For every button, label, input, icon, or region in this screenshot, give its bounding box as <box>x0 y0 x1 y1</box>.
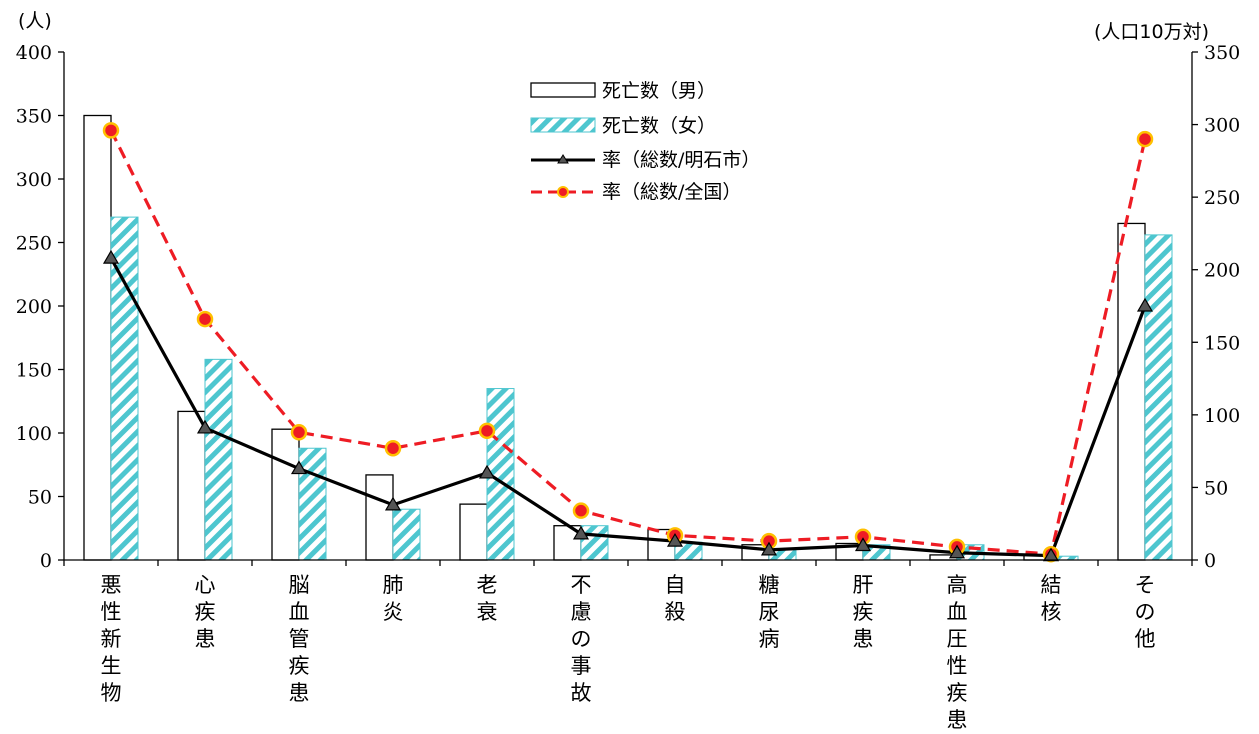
point-akashi <box>666 532 684 547</box>
point-akashi <box>290 460 308 475</box>
bar-female <box>298 447 327 561</box>
category-label: 自殺 <box>665 573 686 624</box>
point-national <box>1136 130 1154 148</box>
bar-female <box>392 508 421 561</box>
legend-swatch-male <box>530 82 596 98</box>
bar-female <box>110 216 139 561</box>
right-tick-label: 100 <box>1204 405 1240 427</box>
category-label: その他 <box>1135 573 1156 651</box>
left-axis-unit: (人) <box>18 10 52 32</box>
lines <box>102 122 1154 563</box>
point-national <box>572 502 590 519</box>
point-akashi <box>196 419 214 434</box>
left-tick-label: 300 <box>16 169 52 191</box>
point-akashi <box>948 544 966 559</box>
legend-label-female: 死亡数（女） <box>602 115 716 137</box>
point-akashi <box>760 541 778 556</box>
bar-male <box>459 503 488 561</box>
bar-male <box>1117 222 1146 561</box>
right-tick-label: 150 <box>1204 332 1240 354</box>
legend-label-akashi: 率（総数/明石市） <box>602 149 760 171</box>
category-label: 老衰 <box>477 573 498 624</box>
line-national <box>109 129 1147 556</box>
point-akashi <box>384 496 402 511</box>
legend: 死亡数（男） 死亡数（女） 率（総数/明石市） 率（総数/全国） <box>530 80 760 203</box>
category-label: 肺炎 <box>383 573 404 624</box>
category-label: 結核 <box>1041 573 1062 624</box>
point-akashi <box>1136 297 1154 312</box>
category-label: 肝疾患 <box>853 573 874 651</box>
legend-marker-national <box>557 186 569 198</box>
point-akashi <box>854 537 872 552</box>
right-tick-label: 250 <box>1204 187 1240 209</box>
right-tick-label: 200 <box>1204 260 1240 282</box>
point-national <box>290 424 308 441</box>
right-tick-label: 0 <box>1204 550 1216 572</box>
left-tick-label: 50 <box>28 487 52 509</box>
bars <box>83 114 1173 561</box>
legend-swatch-female <box>530 117 596 133</box>
left-tick-label: 400 <box>16 42 52 64</box>
category-label: 糖尿病 <box>759 573 780 651</box>
category-label: 脳血管疾患 <box>289 573 310 705</box>
point-akashi <box>478 464 496 479</box>
bar-male <box>271 428 300 561</box>
left-tick-label: 150 <box>16 360 52 382</box>
bar-male <box>365 474 394 561</box>
category-label: 不慮の事故 <box>571 573 592 705</box>
bar-female <box>580 525 609 561</box>
left-tick-label: 200 <box>16 296 52 318</box>
bar-female <box>204 358 233 561</box>
right-tick-label: 350 <box>1204 42 1240 64</box>
left-tick-label: 350 <box>16 106 52 128</box>
legend-label-national: 率（総数/全国） <box>602 181 741 203</box>
point-akashi <box>572 525 590 540</box>
category-labels: 悪性新生物 心疾患 脳血管疾患 肺炎 老衰 不慮の事故 自殺 糖尿病 肝疾患 高血圧性疾患 結核 その… <box>101 573 1156 732</box>
left-tick-label: 0 <box>40 550 52 572</box>
category-label: 心疾患 <box>195 573 216 651</box>
right-axis-unit: (人口10万対) <box>1094 21 1209 43</box>
axes: 0 50 100 150 200 250 300 350 400 0 50 100 150 200 250 3… <box>16 42 1241 572</box>
legend-marker-akashi <box>557 154 569 164</box>
left-tick-label: 250 <box>16 233 52 255</box>
point-national <box>384 439 402 457</box>
right-tick-label: 50 <box>1204 477 1228 499</box>
point-national <box>196 310 214 328</box>
bar-male <box>177 410 206 561</box>
category-label: 悪性新生物 <box>101 573 122 705</box>
line-akashi <box>109 257 1147 558</box>
bar-female <box>1144 234 1173 561</box>
category-label: 高血圧性疾患 <box>947 573 968 732</box>
left-tick-label: 100 <box>16 423 52 445</box>
right-tick-label: 300 <box>1204 115 1240 137</box>
bar-male <box>83 114 112 561</box>
legend-label-male: 死亡数（男） <box>602 80 716 102</box>
point-akashi <box>102 249 120 264</box>
point-national <box>478 422 496 440</box>
point-national <box>102 122 120 139</box>
